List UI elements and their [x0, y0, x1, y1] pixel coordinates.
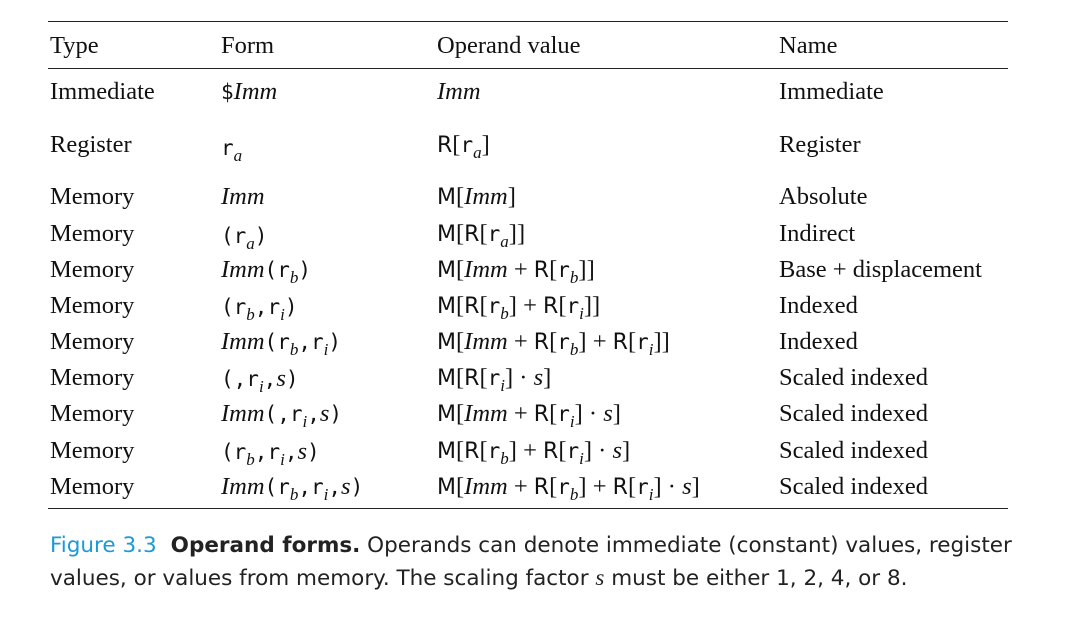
row-10-name: Scaled indexed — [779, 437, 928, 464]
header-form: Form — [221, 32, 275, 59]
table-top-rule — [48, 21, 1008, 22]
row-9-name: Scaled indexed — [779, 400, 928, 427]
row-10-type: Memory — [50, 437, 135, 464]
header-operand-value: Operand value — [437, 32, 581, 59]
header-type: Type — [50, 32, 99, 59]
row-3-type: Memory — [50, 183, 135, 210]
row-4-name: Indirect — [779, 220, 856, 247]
row-8-operand-value: M[R[ri] · s] — [437, 364, 552, 395]
caption-text: Operands can denote immediate (constant)… — [50, 533, 1012, 591]
row-6-name: Indexed — [779, 292, 858, 319]
row-2-form: ra — [221, 136, 243, 165]
row-8-form: (,ri,s) — [221, 365, 299, 396]
figure-label: Figure 3.3 — [50, 533, 157, 558]
row-2-operand-value: R[ra] — [437, 131, 490, 162]
caption-text-end: must be either 1, 2, 4, or 8. — [611, 566, 908, 591]
row-7-operand-value: M[Imm + R[rb] + R[ri]] — [437, 328, 670, 359]
row-5-name: Base + displacement — [779, 256, 982, 283]
row-1-form: $Imm — [221, 78, 278, 105]
row-7-type: Memory — [50, 328, 135, 355]
figure-title: Operand forms. — [170, 533, 361, 558]
row-7-form: Imm(rb,ri) — [221, 328, 342, 359]
row-11-name: Scaled indexed — [779, 473, 928, 500]
row-1-name: Immediate — [779, 78, 884, 105]
row-2-type: Register — [50, 131, 132, 158]
row-6-operand-value: M[R[rb] + R[ri]] — [437, 292, 601, 323]
row-3-operand-value: M[Imm] — [437, 183, 516, 210]
row-9-operand-value: M[Imm + R[ri] · s] — [437, 400, 621, 431]
figure-caption: Figure 3.3 Operand forms. Operands can de… — [50, 530, 1030, 595]
row-10-form: (rb,ri,s) — [221, 438, 320, 469]
row-8-name: Scaled indexed — [779, 364, 928, 391]
row-1-type: Immediate — [50, 78, 155, 105]
row-2-name: Register — [779, 131, 861, 158]
row-10-operand-value: M[R[rb] + R[ri] · s] — [437, 437, 631, 468]
row-11-operand-value: M[Imm + R[rb] + R[ri] · s] — [437, 473, 700, 504]
row-5-form: Imm(rb) — [221, 256, 311, 287]
caption-scaling-variable: s — [595, 565, 605, 590]
row-4-operand-value: M[R[ra]] — [437, 220, 526, 251]
row-3-form: Imm — [221, 183, 265, 210]
row-8-type: Memory — [50, 364, 135, 391]
row-4-type: Memory — [50, 220, 135, 247]
row-5-operand-value: M[Imm + R[rb]] — [437, 256, 595, 287]
row-3-name: Absolute — [779, 183, 868, 210]
row-6-type: Memory — [50, 292, 135, 319]
table-header-rule — [48, 68, 1008, 69]
row-4-form: (ra) — [221, 224, 268, 253]
row-9-form: Imm(,ri,s) — [221, 400, 343, 431]
row-7-name: Indexed — [779, 328, 858, 355]
row-1-operand-value: Imm — [437, 78, 481, 105]
row-11-form: Imm(rb,ri,s) — [221, 473, 364, 504]
header-name: Name — [779, 32, 838, 59]
row-11-type: Memory — [50, 473, 135, 500]
table-bottom-rule — [48, 508, 1008, 509]
row-6-form: (rb,ri) — [221, 295, 298, 324]
row-9-type: Memory — [50, 400, 135, 427]
row-5-type: Memory — [50, 256, 135, 283]
